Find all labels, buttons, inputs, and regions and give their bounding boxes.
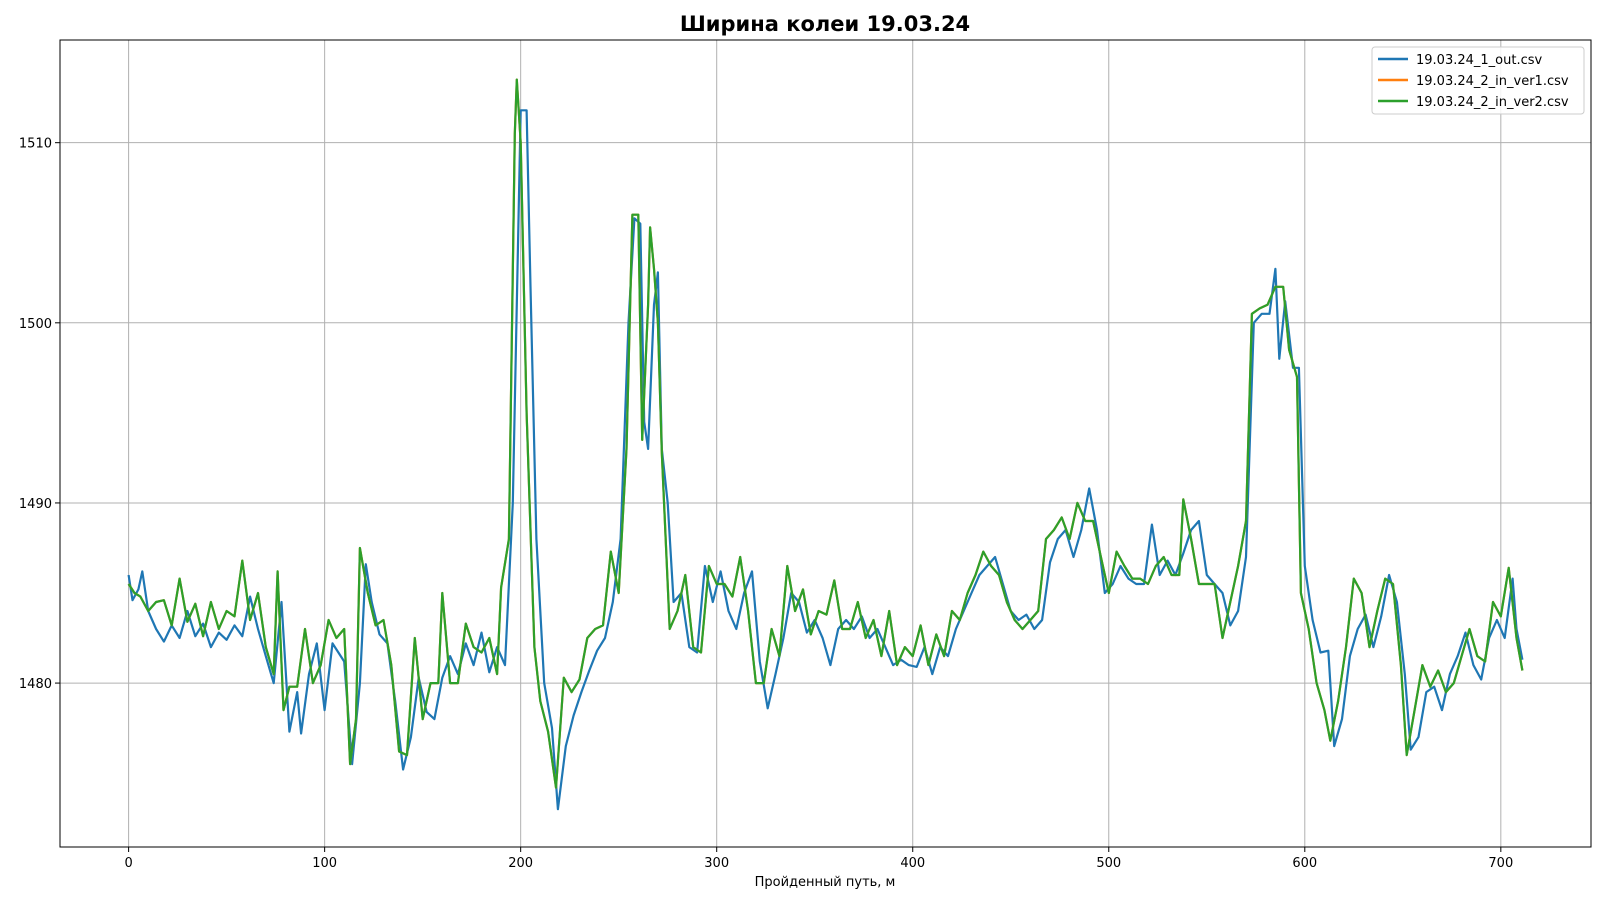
chart-title: Ширина колеи 19.03.24 xyxy=(680,12,970,36)
y-tick-label: 1480 xyxy=(19,677,52,692)
x-tick-label: 300 xyxy=(704,856,729,871)
legend: 19.03.24_1_out.csv 19.03.24_2_in_ver1.cs… xyxy=(1371,46,1585,115)
x-tick-label: 600 xyxy=(1292,856,1317,871)
y-tick-label: 1490 xyxy=(19,497,52,512)
axis-ticks: 0 100 200 300 400 500 600 700 1480 1490 1500 1510 xyxy=(19,137,1513,871)
x-tick-label: 400 xyxy=(900,856,925,871)
y-tick-label: 1500 xyxy=(19,317,52,332)
x-tick-label: 200 xyxy=(508,856,533,871)
legend-label-3: 19.03.24_2_in_ver2.csv xyxy=(1416,95,1569,110)
series-line-3 xyxy=(127,78,1524,789)
legend-box xyxy=(1371,46,1585,115)
x-tick-label: 700 xyxy=(1488,856,1513,871)
legend-label-1: 19.03.24_1_out.csv xyxy=(1416,53,1543,68)
x-tick-label: 100 xyxy=(312,856,337,871)
x-tick-label: 500 xyxy=(1096,856,1121,871)
x-tick-label: 0 xyxy=(124,856,132,871)
plot-frame xyxy=(59,39,1592,848)
x-axis-label: Пройденный путь, м xyxy=(755,875,896,890)
series-lines xyxy=(127,78,1524,811)
y-tick-label: 1510 xyxy=(19,137,52,152)
legend-label-2: 19.03.24_2_in_ver1.csv xyxy=(1416,74,1569,89)
